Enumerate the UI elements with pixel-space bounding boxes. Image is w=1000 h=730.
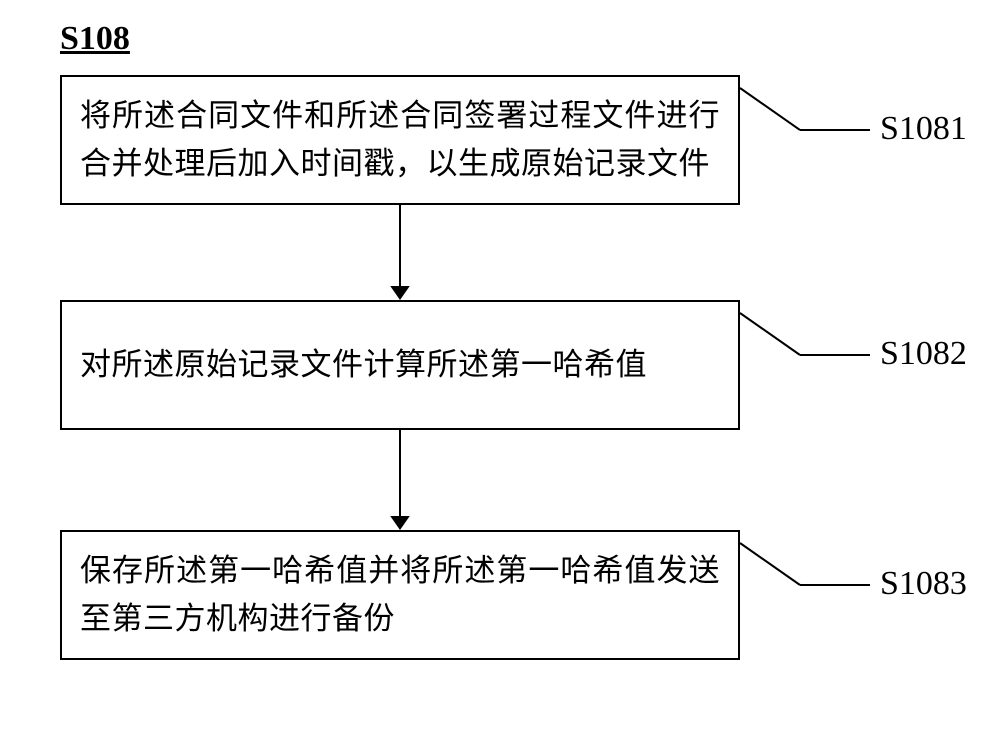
step-text-s1082: 对所述原始记录文件计算所述第一哈希值 (62, 341, 738, 389)
flowchart-title: S108 (60, 20, 130, 58)
step-label-s1083: S1083 (880, 565, 967, 603)
step-label-s1082: S1082 (880, 335, 967, 373)
step-box-s1083: 保存所述第一哈希值并将所述第一哈希值发送至第三方机构进行备份 (60, 530, 740, 660)
step-box-s1081: 将所述合同文件和所述合同签署过程文件进行合并处理后加入时间戳，以生成原始记录文件 (60, 75, 740, 205)
step-text-s1083: 保存所述第一哈希值并将所述第一哈希值发送至第三方机构进行备份 (62, 547, 738, 643)
step-box-s1082: 对所述原始记录文件计算所述第一哈希值 (60, 300, 740, 430)
step-label-s1081: S1081 (880, 110, 967, 148)
flowchart-canvas: S108 将所述合同文件和所述合同签署过程文件进行合并处理后加入时间戳，以生成原… (0, 0, 1000, 725)
step-text-s1081: 将所述合同文件和所述合同签署过程文件进行合并处理后加入时间戳，以生成原始记录文件 (62, 92, 738, 188)
